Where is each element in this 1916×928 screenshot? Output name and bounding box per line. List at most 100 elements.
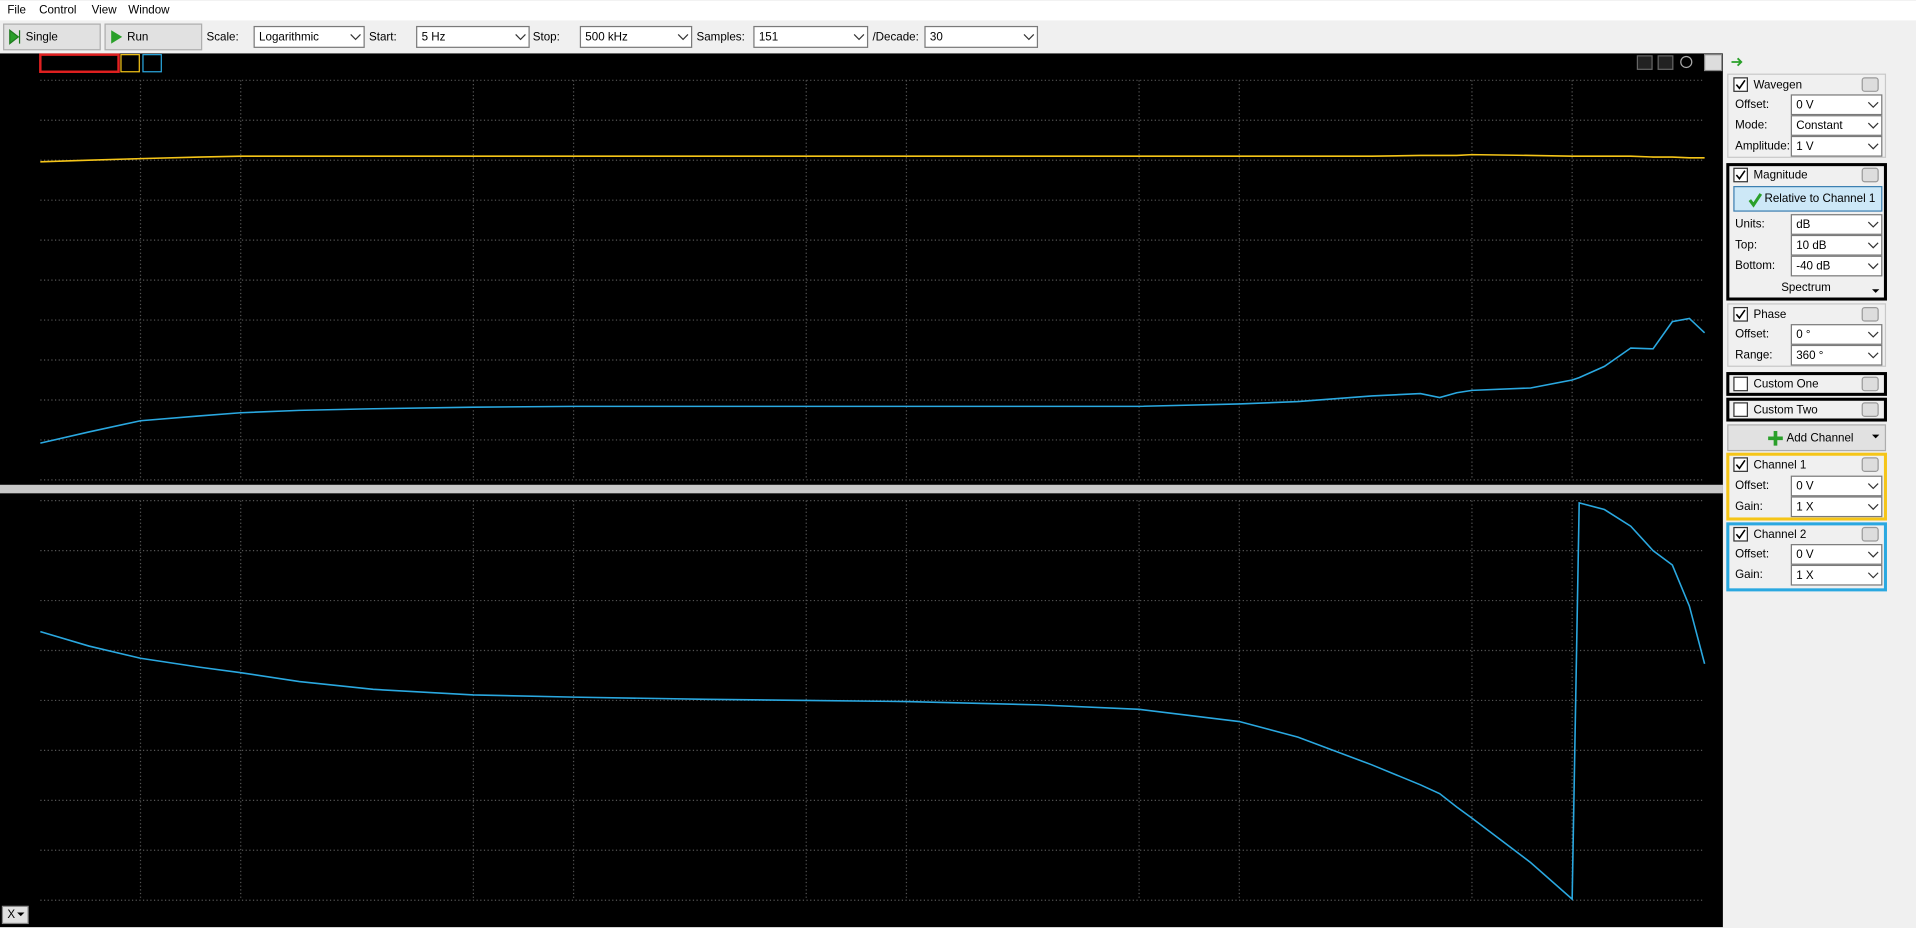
dropdown-arrow <box>1867 503 1879 511</box>
custom-two-label: Custom Two <box>1753 403 1817 416</box>
checkbox[interactable] <box>1733 402 1748 417</box>
field-dropdown[interactable] <box>1790 135 1883 157</box>
dropdown-arrow <box>1867 101 1879 109</box>
custom-two-box <box>1726 397 1887 422</box>
y-axis-title: Phase ° <box>1707 500 1720 541</box>
x-button[interactable] <box>1 905 29 925</box>
settings-icon[interactable] <box>1861 376 1879 392</box>
c2-box[interactable] <box>142 54 162 73</box>
series-line <box>40 317 1706 444</box>
scale-dropdown-value: Logarithmic <box>259 31 319 44</box>
y-tick-label: 10 <box>4 73 17 86</box>
dropdown-arrow <box>1867 263 1879 270</box>
field-dropdown[interactable] <box>1790 544 1883 565</box>
settings-icon[interactable] <box>1861 526 1879 542</box>
checkmark <box>1735 79 1746 90</box>
field-label: Gain: <box>1735 500 1763 513</box>
decade-dropdown-value: 30 <box>930 31 943 44</box>
plot-divider <box>0 484 1723 494</box>
checkbox[interactable] <box>1733 376 1748 392</box>
settings-icon[interactable] <box>1861 77 1879 92</box>
y-tick-label: -90 <box>4 793 21 806</box>
custom-one-label: Custom One <box>1753 378 1818 391</box>
settings-icon[interactable] <box>1861 306 1879 322</box>
group-title: Phase <box>1753 308 1786 321</box>
dropdown-arrow <box>1867 551 1879 558</box>
field-dropdown[interactable] <box>1790 94 1883 116</box>
panel-arrow[interactable] <box>1731 57 1743 67</box>
single-icon <box>9 28 21 45</box>
y-tick-label: 5 <box>4 113 10 126</box>
dropdown-arrow <box>515 34 526 41</box>
field-dropdown[interactable] <box>1790 234 1883 256</box>
settings-icon[interactable] <box>1861 167 1879 183</box>
plot-tools <box>1636 54 1723 72</box>
checkbox[interactable] <box>1733 306 1748 322</box>
x-tick-label: 100 Hz <box>455 908 492 921</box>
stop-label: Stop: <box>533 31 560 44</box>
x-tick-label: 10 Hz <box>125 908 155 921</box>
add-channel-button[interactable] <box>1727 424 1887 452</box>
dropdown-arrow <box>1872 434 1880 439</box>
field-label: Units: <box>1735 218 1765 231</box>
field-label: Offset: <box>1735 479 1769 492</box>
single-label: Single <box>26 31 58 44</box>
relative-label: Relative to Channel 1 <box>1764 192 1875 205</box>
y-tick-label: -40 <box>4 473 21 486</box>
field-label: Offset: <box>1735 98 1769 111</box>
field-dropdown-value: dB <box>1796 218 1810 231</box>
dropdown-arrow <box>1867 572 1879 579</box>
scale-label: Scale: <box>207 31 239 44</box>
field-label: Top: <box>1735 238 1757 251</box>
field-dropdown[interactable] <box>1790 115 1883 136</box>
dropdown-arrow <box>1023 34 1035 41</box>
tool-icon[interactable] <box>1657 55 1674 70</box>
stop-dropdown[interactable] <box>579 25 693 48</box>
field-dropdown[interactable] <box>1790 255 1883 277</box>
field-label: Offset: <box>1735 547 1769 560</box>
field-dropdown-value: -40 dB <box>1796 260 1830 273</box>
samples-dropdown[interactable] <box>753 25 869 48</box>
start-dropdown-value: 5 Hz <box>422 31 446 44</box>
field-dropdown-value: Constant <box>1796 119 1843 132</box>
field-dropdown[interactable] <box>1790 324 1883 345</box>
settings-icon[interactable] <box>1861 402 1879 417</box>
checkbox[interactable] <box>1733 526 1748 542</box>
group-title: Magnitude <box>1753 169 1807 182</box>
dropdown-arrow <box>350 34 361 41</box>
x-tick-label: 20 kHz <box>1221 908 1257 921</box>
field-dropdown-value: 0 V <box>1796 548 1814 561</box>
start-dropdown[interactable] <box>416 25 530 48</box>
menu-item[interactable]: Control <box>39 4 76 17</box>
field-dropdown[interactable] <box>1790 496 1883 518</box>
settings-icon[interactable] <box>1861 457 1879 472</box>
series-line <box>40 153 1705 163</box>
x-tick-label: 20 Hz <box>226 908 256 921</box>
menu-item[interactable]: Window <box>128 4 170 17</box>
field-dropdown-value: 360 ° <box>1796 349 1823 362</box>
y-tick-label: -10 <box>4 233 21 246</box>
field-dropdown[interactable] <box>1790 344 1883 366</box>
field-dropdown[interactable] <box>1790 564 1883 586</box>
zoom-icon[interactable] <box>1680 55 1693 69</box>
c1-box[interactable] <box>120 54 140 73</box>
menu-item[interactable]: File <box>7 4 26 17</box>
field-dropdown[interactable] <box>1790 214 1883 235</box>
y-tick-label: 90 <box>4 594 17 607</box>
x-tick-label: 200 Hz <box>555 908 592 921</box>
checkbox[interactable] <box>1733 77 1748 92</box>
tool-icon[interactable] <box>1703 54 1723 72</box>
decade-dropdown[interactable] <box>924 25 1039 48</box>
dropdown-arrow <box>853 34 865 41</box>
menu-item[interactable]: View <box>92 4 118 17</box>
field-label: Range: <box>1735 348 1772 361</box>
checkbox[interactable] <box>1733 457 1748 472</box>
field-dropdown[interactable] <box>1790 475 1883 497</box>
dropdown-arrow <box>1867 483 1879 490</box>
add-channel-label: Add Channel <box>1786 431 1853 444</box>
checkbox[interactable] <box>1733 167 1748 183</box>
tool-icon[interactable] <box>1636 55 1653 70</box>
scale-dropdown[interactable] <box>253 25 365 48</box>
dropdown-arrow <box>1867 242 1879 249</box>
